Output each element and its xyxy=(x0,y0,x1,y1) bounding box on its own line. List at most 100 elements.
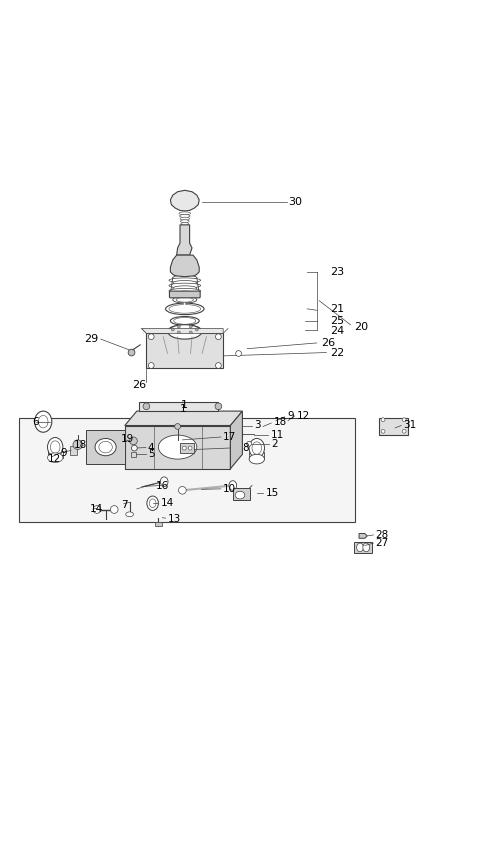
Text: 18: 18 xyxy=(73,440,87,450)
Ellipse shape xyxy=(169,305,201,313)
Polygon shape xyxy=(139,402,218,411)
Ellipse shape xyxy=(48,453,63,462)
Circle shape xyxy=(381,430,385,433)
Text: 26: 26 xyxy=(132,380,146,390)
Text: 28: 28 xyxy=(375,530,389,540)
Text: 8: 8 xyxy=(242,443,249,453)
Text: 14: 14 xyxy=(161,498,174,508)
Circle shape xyxy=(143,403,150,409)
Circle shape xyxy=(178,331,180,334)
Bar xyxy=(19,419,355,522)
Ellipse shape xyxy=(173,296,197,303)
Circle shape xyxy=(128,349,135,356)
Text: 25: 25 xyxy=(330,316,344,326)
Text: 27: 27 xyxy=(375,538,389,548)
Polygon shape xyxy=(230,411,242,469)
Text: 19: 19 xyxy=(121,434,134,444)
Text: 1: 1 xyxy=(181,400,188,409)
Ellipse shape xyxy=(174,317,196,324)
Text: 20: 20 xyxy=(354,322,368,332)
Bar xyxy=(233,488,250,500)
Circle shape xyxy=(236,351,241,357)
Circle shape xyxy=(189,325,192,328)
Ellipse shape xyxy=(167,403,196,410)
Text: 31: 31 xyxy=(403,420,417,431)
Circle shape xyxy=(130,437,137,445)
Text: 12: 12 xyxy=(297,411,310,421)
Text: 23: 23 xyxy=(330,267,344,277)
Ellipse shape xyxy=(35,411,52,432)
Text: 22: 22 xyxy=(330,347,345,357)
Circle shape xyxy=(132,445,137,451)
Circle shape xyxy=(148,363,154,368)
Ellipse shape xyxy=(169,288,201,294)
Circle shape xyxy=(216,363,221,368)
Text: 9: 9 xyxy=(287,411,294,421)
Text: 7: 7 xyxy=(121,500,128,510)
FancyBboxPatch shape xyxy=(169,291,200,298)
Ellipse shape xyxy=(176,297,193,302)
Ellipse shape xyxy=(173,275,197,280)
Ellipse shape xyxy=(147,496,158,511)
Bar xyxy=(233,425,238,431)
Bar xyxy=(180,443,194,453)
Ellipse shape xyxy=(174,274,195,280)
Polygon shape xyxy=(170,255,199,277)
Circle shape xyxy=(175,424,180,430)
Ellipse shape xyxy=(110,505,118,513)
Bar xyxy=(70,446,77,455)
Ellipse shape xyxy=(169,325,201,334)
Text: 12: 12 xyxy=(48,454,61,464)
Text: 30: 30 xyxy=(288,197,302,207)
Circle shape xyxy=(178,325,180,328)
Ellipse shape xyxy=(363,543,370,551)
Bar xyxy=(146,334,223,368)
Ellipse shape xyxy=(160,477,168,487)
Ellipse shape xyxy=(168,325,202,339)
Ellipse shape xyxy=(93,505,101,513)
Text: 2: 2 xyxy=(271,439,278,448)
Ellipse shape xyxy=(166,303,204,315)
Ellipse shape xyxy=(149,499,156,507)
Circle shape xyxy=(182,446,186,450)
Ellipse shape xyxy=(179,487,186,494)
Text: 9: 9 xyxy=(60,448,67,458)
Polygon shape xyxy=(177,225,192,255)
Ellipse shape xyxy=(48,437,63,457)
Circle shape xyxy=(216,334,221,340)
Circle shape xyxy=(247,442,252,446)
Circle shape xyxy=(402,418,406,421)
Ellipse shape xyxy=(180,214,190,217)
Polygon shape xyxy=(359,534,367,539)
Circle shape xyxy=(381,418,385,421)
Circle shape xyxy=(195,328,198,331)
Ellipse shape xyxy=(158,435,197,459)
Ellipse shape xyxy=(229,481,237,490)
Text: 15: 15 xyxy=(265,488,279,498)
Bar xyxy=(125,426,230,469)
Ellipse shape xyxy=(173,286,197,291)
Polygon shape xyxy=(170,191,199,211)
Circle shape xyxy=(73,440,83,449)
Ellipse shape xyxy=(357,543,363,551)
Ellipse shape xyxy=(50,441,60,454)
Text: 18: 18 xyxy=(274,417,287,427)
Text: 10: 10 xyxy=(223,484,236,494)
Text: 11: 11 xyxy=(271,430,285,440)
Circle shape xyxy=(215,403,222,409)
Text: 14: 14 xyxy=(90,505,104,515)
Ellipse shape xyxy=(179,212,191,214)
Ellipse shape xyxy=(126,512,133,517)
Ellipse shape xyxy=(249,438,264,458)
Bar xyxy=(131,452,136,457)
Polygon shape xyxy=(86,431,125,464)
Ellipse shape xyxy=(180,220,189,223)
Text: 1: 1 xyxy=(180,404,187,414)
Text: 26: 26 xyxy=(321,338,335,348)
Ellipse shape xyxy=(173,281,197,285)
Ellipse shape xyxy=(169,283,201,288)
Ellipse shape xyxy=(95,438,116,456)
Ellipse shape xyxy=(170,317,199,325)
Text: 3: 3 xyxy=(254,420,261,431)
Text: 29: 29 xyxy=(84,334,98,344)
